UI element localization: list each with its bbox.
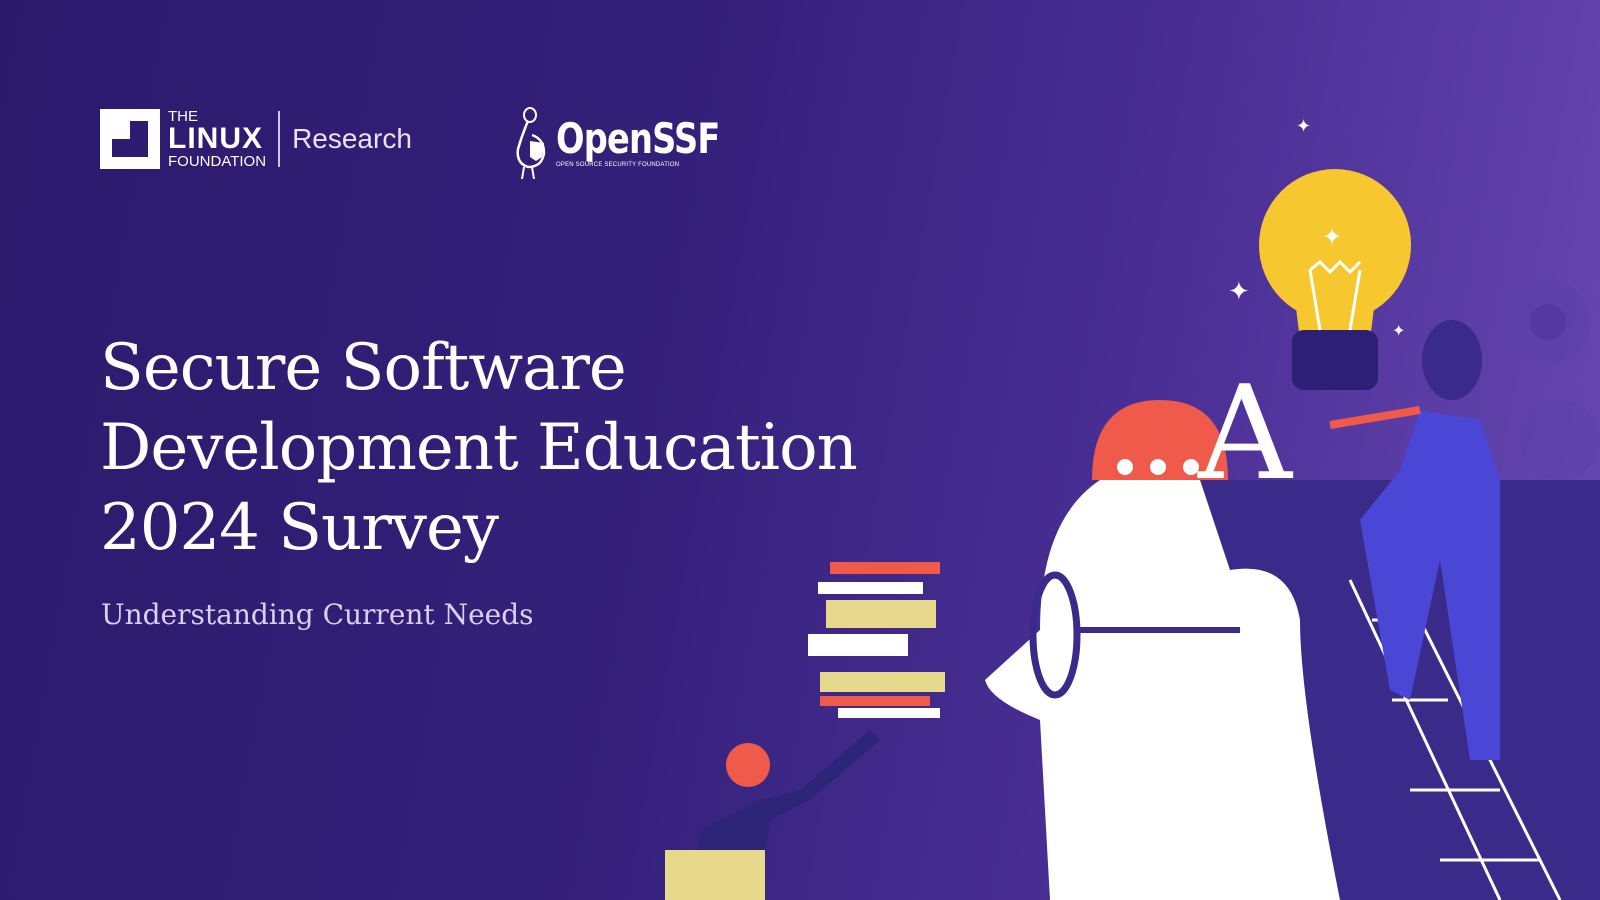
title-line: Secure Software [100,331,627,405]
linux-foundation-mark-icon [100,109,160,169]
logo-linux: LINUX [168,122,263,155]
title-line: 2024 Survey [100,491,499,565]
man-holding-books [665,730,880,900]
gear-icon [1506,280,1600,480]
logo-research: Research [292,123,412,154]
title-line: Development Education [100,411,858,485]
head-figure [985,480,1600,900]
linux-foundation-research-logo: THE LINUX FOUNDATION Research [100,109,412,169]
book-stack-icon [808,562,945,718]
goose-shield-icon [516,107,546,180]
openssf-tagline: OPEN SOURCE SECURITY FOUNDATION [556,162,680,168]
subtitle: Understanding Current Needs [101,598,534,631]
letter-a: A [1197,357,1294,509]
svg-text:✦: ✦ [1392,323,1405,340]
lightbulb-icon: ✦ ✦ ✦ ✦ [1228,116,1411,390]
page-title: Secure Software Development Education 20… [100,328,858,568]
speech-bubble-icon [1092,400,1228,480]
woman-on-ladder [1329,320,1562,900]
logo-the: THE [168,108,198,125]
logo-divider [278,111,281,167]
openssf-logo: OpenSSF OPEN SOURCE SECURITY FOUNDATION [508,105,760,181]
svg-text:✦: ✦ [1296,116,1311,136]
logo-foundation: FOUNDATION [168,153,267,170]
svg-text:✦: ✦ [1322,224,1342,251]
openssf-name: OpenSSF [556,114,720,163]
svg-text:✦: ✦ [1228,276,1250,306]
